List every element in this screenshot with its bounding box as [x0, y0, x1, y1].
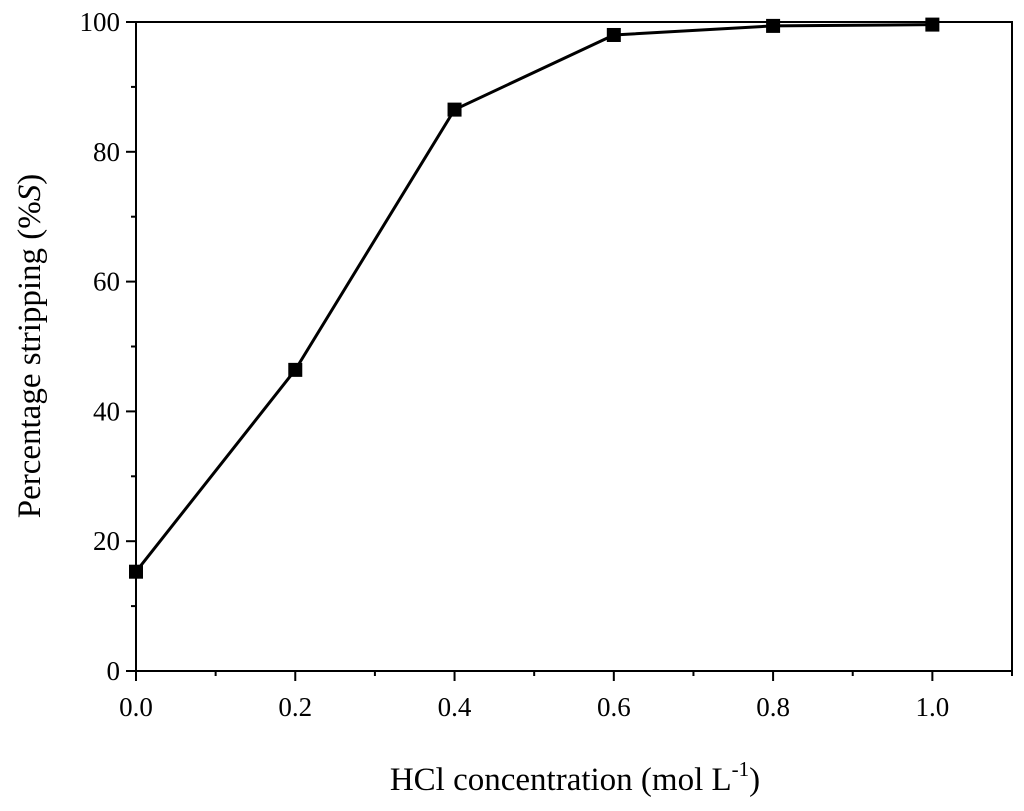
- x-tick-label: 0.0: [119, 692, 153, 722]
- tick-labels: 0.0 0.2 0.4 0.6 0.8 1.0 0 20 40 60 80 100: [80, 7, 950, 722]
- series-line: [134, 23, 933, 573]
- x-tick-label: 0.2: [278, 692, 312, 722]
- data-point: [447, 102, 462, 117]
- x-axis-title-superscript: -1: [732, 757, 750, 781]
- x-tick-label: 0.4: [438, 692, 472, 722]
- y-tick-label: 80: [93, 137, 120, 167]
- axis-ticks: [126, 21, 1013, 681]
- x-axis-title-end: ): [749, 762, 760, 798]
- x-tick-label: 0.8: [756, 692, 790, 722]
- data-point: [766, 18, 781, 33]
- y-tick-label: 40: [93, 396, 120, 426]
- x-axis-title: HCl concentration (mol L-1): [390, 757, 760, 798]
- data-point: [129, 564, 143, 579]
- y-tick-label: 0: [107, 656, 121, 686]
- data-point: [288, 362, 303, 377]
- y-tick-label: 20: [93, 526, 120, 556]
- x-tick-label: 0.6: [597, 692, 631, 722]
- x-tick-label: 1.0: [915, 692, 949, 722]
- plot-frame: [135, 21, 1013, 672]
- y-axis-title-italic: S: [12, 185, 48, 202]
- y-tick-label: 100: [80, 7, 121, 37]
- data-point: [606, 27, 621, 42]
- y-axis-title: Percentage stripping (%S): [12, 174, 48, 519]
- y-axis-title-end: ): [12, 174, 48, 185]
- series-group: [129, 17, 940, 579]
- y-tick-label: 60: [93, 267, 120, 297]
- data-point: [925, 17, 940, 32]
